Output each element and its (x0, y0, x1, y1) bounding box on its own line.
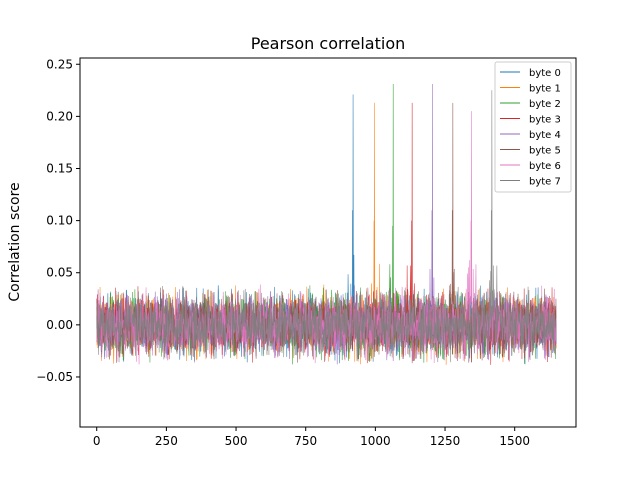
x-tick-label: 1000 (360, 434, 391, 448)
x-tick-label: 0 (93, 434, 101, 448)
legend-label: byte 0 (529, 68, 561, 79)
legend-label: byte 6 (529, 161, 561, 172)
x-tick-label: 1250 (430, 434, 461, 448)
chart-title: Pearson correlation (251, 34, 406, 53)
legend-label: byte 1 (529, 84, 561, 95)
legend-label: byte 3 (529, 115, 561, 126)
series-line-byte-7 (96, 90, 557, 363)
x-tick-label: 250 (155, 434, 178, 448)
x-tick-label: 500 (225, 434, 248, 448)
legend-label: byte 7 (529, 177, 561, 188)
plot-frame (79, 57, 577, 428)
y-tick-label: −0.05 (36, 370, 73, 384)
y-tick-label: 0.00 (46, 318, 73, 332)
legend-label: byte 5 (529, 146, 561, 157)
y-tick-label: 0.20 (46, 109, 73, 123)
y-tick-label: 0.05 (46, 266, 73, 280)
legend: byte 0 byte 1 byte 2 byte 3 byte 4 byte 5 byte… (494, 61, 572, 193)
y-axis-label: Correlation score (7, 182, 23, 301)
x-axis: 0 250 500 750 1000 1250 1500 (93, 427, 530, 448)
legend-label: byte 2 (529, 99, 561, 110)
legend-label: byte 4 (529, 130, 561, 141)
y-tick-label: 0.25 (46, 57, 73, 71)
series-layer (96, 84, 557, 365)
y-tick-label: 0.15 (46, 161, 73, 175)
y-tick-label: 0.10 (46, 214, 73, 228)
x-tick-label: 750 (294, 434, 317, 448)
y-axis: −0.05 0.00 0.05 0.10 0.15 0.20 0.25 (36, 57, 80, 384)
x-tick-label: 1500 (499, 434, 530, 448)
legend-box (494, 61, 572, 193)
